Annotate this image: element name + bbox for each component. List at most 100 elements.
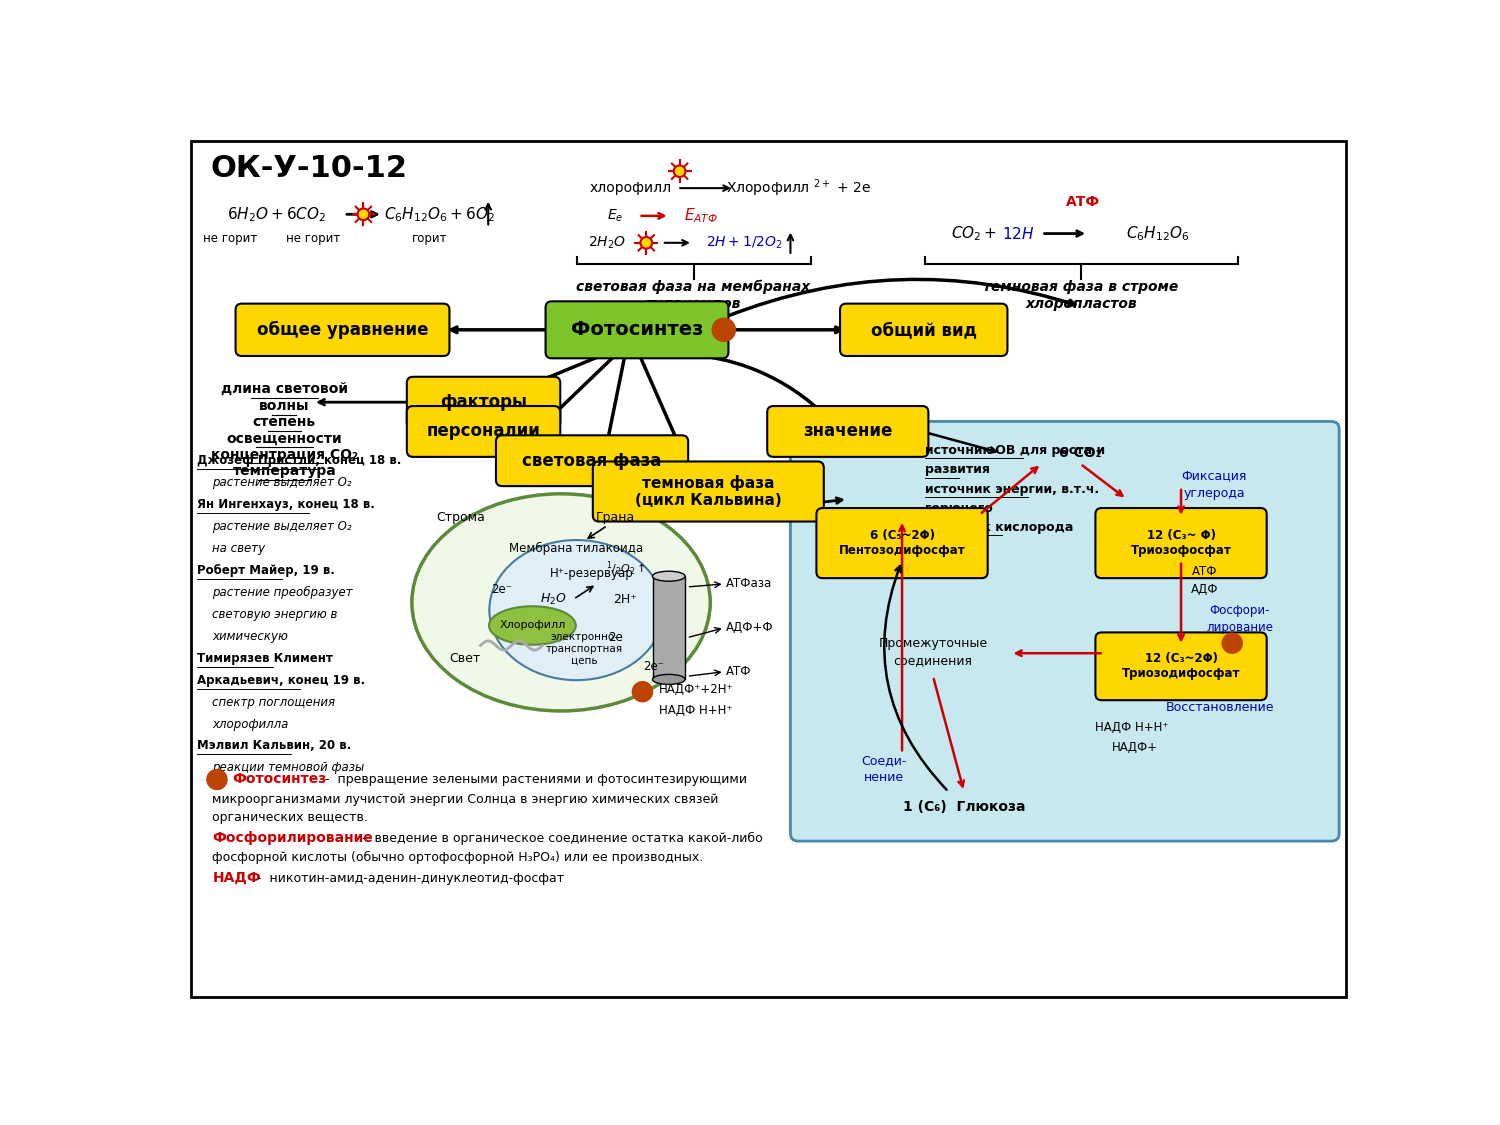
Text: $C_6H_{12}O_6 + 6O_2$: $C_6H_{12}O_6 + 6O_2$	[384, 205, 495, 224]
Text: световая фаза: световая фаза	[522, 452, 662, 470]
Text: значение: значение	[802, 423, 892, 441]
Text: $C_6H_{12}O_6$: $C_6H_{12}O_6$	[1126, 224, 1190, 243]
Ellipse shape	[489, 540, 663, 681]
Ellipse shape	[489, 606, 576, 645]
Text: $CO_2 + $: $CO_2 + $	[951, 224, 998, 243]
Text: растение преобразует: растение преобразует	[213, 586, 352, 598]
Text: Фосфори-: Фосфори-	[1209, 604, 1270, 616]
Text: $6H_2O + 6CO_2$: $6H_2O + 6CO_2$	[226, 205, 326, 224]
Text: Грана: Грана	[596, 511, 634, 524]
Text: Фосфорилирование: Фосфорилирование	[213, 831, 374, 845]
Text: АДФ+Ф: АДФ+Ф	[726, 621, 774, 634]
Text: 2H⁺: 2H⁺	[614, 593, 638, 605]
Ellipse shape	[413, 494, 710, 711]
Text: H⁺-резервуар: H⁺-резервуар	[550, 567, 634, 580]
Text: фосфорной кислоты (обычно ортофосфорной H₃PO₄) или ее производных.: фосфорной кислоты (обычно ортофосфорной …	[213, 850, 703, 864]
Text: горючего: горючего	[926, 502, 993, 515]
Text: Свет: Свет	[450, 652, 480, 665]
FancyBboxPatch shape	[592, 461, 824, 522]
Text: Фотосинтез: Фотосинтез	[570, 321, 704, 340]
Text: хлорофилл: хлорофилл	[590, 181, 672, 195]
Text: световую энергию в: световую энергию в	[213, 608, 338, 621]
Text: $H_2O$: $H_2O$	[540, 592, 567, 606]
Circle shape	[357, 208, 369, 220]
Text: АДФ: АДФ	[1191, 583, 1218, 596]
FancyBboxPatch shape	[546, 302, 729, 358]
FancyBboxPatch shape	[790, 422, 1340, 842]
Text: Фиксация: Фиксация	[1182, 469, 1246, 483]
Text: Джозеф Пристли, конец 18 в.: Джозеф Пристли, конец 18 в.	[196, 455, 400, 467]
Circle shape	[712, 318, 735, 341]
Text: 2e⁻: 2e⁻	[490, 583, 512, 596]
Text: не горит: не горит	[286, 233, 340, 245]
Text: тилакоидов: тилакоидов	[646, 297, 741, 310]
Text: концентрация CO₂: концентрация CO₂	[211, 448, 358, 461]
Circle shape	[674, 165, 686, 177]
FancyBboxPatch shape	[236, 304, 450, 356]
Text: хлоропластов: хлоропластов	[1026, 297, 1137, 310]
Circle shape	[207, 770, 226, 790]
Text: температура: температура	[232, 465, 336, 478]
Text: темновая фаза
(цикл Кальвина): темновая фаза (цикл Кальвина)	[634, 475, 782, 508]
Text: источник энергии, в.т.ч.: источник энергии, в.т.ч.	[926, 483, 1100, 496]
Text: световая фаза на мембранах: световая фаза на мембранах	[576, 279, 810, 294]
Text: Фотосинтез: Фотосинтез	[232, 773, 327, 786]
Text: общее уравнение: общее уравнение	[256, 321, 429, 339]
Text: общий вид: общий вид	[870, 321, 976, 339]
Text: источник кислорода: источник кислорода	[926, 521, 1074, 534]
Text: НАДФ: НАДФ	[213, 871, 261, 885]
Text: соединения: соединения	[894, 655, 972, 667]
Text: растение выделяет O₂: растение выделяет O₂	[213, 476, 352, 489]
Text: Тимирязев Климент: Тимирязев Климент	[196, 651, 333, 665]
FancyBboxPatch shape	[816, 508, 987, 578]
Text: степень: степень	[254, 415, 316, 430]
Text: электронно-
транспортная
цепь: электронно- транспортная цепь	[546, 632, 622, 665]
Text: Хлорофилл: Хлорофилл	[500, 621, 566, 630]
Text: органических веществ.: органических веществ.	[213, 811, 368, 825]
Circle shape	[1222, 633, 1242, 654]
Text: микроорганизмами лучистой энергии Солнца в энергию химических связей: микроорганизмами лучистой энергии Солнца…	[213, 793, 718, 806]
Text: 6 (C₅~2Φ)
Пентозодифосфат: 6 (C₅~2Φ) Пентозодифосфат	[839, 529, 966, 557]
Text: 1 (C₆)  Глюкоза: 1 (C₆) Глюкоза	[903, 800, 1026, 814]
Text: нение: нение	[864, 772, 903, 784]
FancyBboxPatch shape	[1095, 508, 1266, 578]
Text: -  введение в органическое соединение остатка какой-либо: - введение в органическое соединение ост…	[362, 831, 762, 845]
Text: $2H_2O$: $2H_2O$	[588, 235, 627, 251]
Text: 12 (C₃~2Φ)
Триозодифосфат: 12 (C₃~2Φ) Триозодифосфат	[1122, 652, 1240, 681]
Text: НАДФ⁺+2H⁺: НАДФ⁺+2H⁺	[658, 683, 734, 696]
Text: лирование: лирование	[1206, 621, 1274, 634]
FancyBboxPatch shape	[406, 377, 561, 428]
Text: Хлорофилл $^{2+}$ + 2е: Хлорофилл $^{2+}$ + 2е	[726, 178, 870, 199]
Text: Ян Ингенхауз, конец 18 в.: Ян Ингенхауз, конец 18 в.	[196, 498, 375, 511]
Text: АТФаза: АТФаза	[726, 577, 772, 591]
Text: горит: горит	[411, 233, 447, 245]
FancyBboxPatch shape	[1095, 632, 1266, 700]
Ellipse shape	[652, 674, 686, 684]
Text: факторы: факторы	[440, 394, 526, 412]
Text: Строма: Строма	[436, 511, 484, 524]
Text: 2e⁻: 2e⁻	[644, 659, 664, 673]
FancyBboxPatch shape	[406, 406, 561, 457]
Text: НАДФ H+H⁺: НАДФ H+H⁺	[1095, 721, 1168, 735]
Text: волны: волны	[260, 399, 309, 413]
FancyBboxPatch shape	[840, 304, 1008, 356]
Text: химическую: химическую	[213, 630, 288, 642]
Text: темновая фаза в строме: темновая фаза в строме	[984, 280, 1179, 294]
Text: НАДФ+: НАДФ+	[1112, 740, 1158, 754]
Text: реакции темновой фазы: реакции темновой фазы	[213, 762, 364, 774]
Text: $2H + 1/2O_2$: $2H + 1/2O_2$	[706, 235, 782, 251]
Text: Соеди-: Соеди-	[861, 755, 906, 767]
Text: Роберт Майер, 19 в.: Роберт Майер, 19 в.	[196, 564, 334, 577]
Text: освещенности: освещенности	[226, 431, 342, 446]
Text: 12 (C₃~ Φ)
Триозофосфат: 12 (C₃~ Φ) Триозофосфат	[1131, 529, 1232, 557]
Ellipse shape	[652, 572, 686, 582]
Text: Мембрана тилакоида: Мембрана тилакоида	[510, 542, 644, 555]
Text: на свету: на свету	[213, 542, 266, 555]
Polygon shape	[652, 576, 686, 680]
Text: растение выделяет O₂: растение выделяет O₂	[213, 520, 352, 533]
Text: $12H$: $12H$	[1002, 225, 1035, 242]
Text: 2e: 2e	[608, 631, 622, 645]
FancyBboxPatch shape	[766, 406, 928, 457]
Circle shape	[640, 237, 652, 249]
Text: спектр поглощения: спектр поглощения	[213, 695, 336, 709]
